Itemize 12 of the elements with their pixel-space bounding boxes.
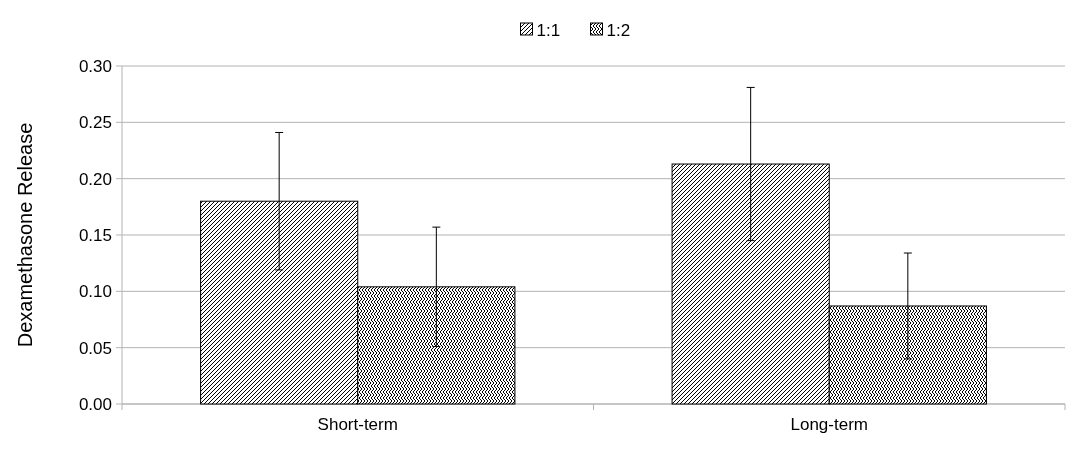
y-tick-label: 0.10 — [78, 282, 112, 302]
y-tick-label: 0.25 — [78, 113, 112, 133]
x-tick-label: Long-term — [790, 415, 868, 434]
y-tick-label: 0.00 — [78, 394, 112, 414]
y-tick-label: 0.15 — [78, 225, 112, 245]
y-axis-title: Dexamethasone Release — [14, 122, 36, 348]
x-tick-label: Short-term — [317, 415, 398, 434]
y-tick-label: 0.30 — [78, 56, 112, 76]
y-tick-label: 0.05 — [78, 338, 112, 358]
legend-label: 1:2 — [606, 20, 631, 40]
y-tick-label: 0.20 — [78, 169, 112, 189]
legend-label: 1:1 — [536, 20, 561, 40]
